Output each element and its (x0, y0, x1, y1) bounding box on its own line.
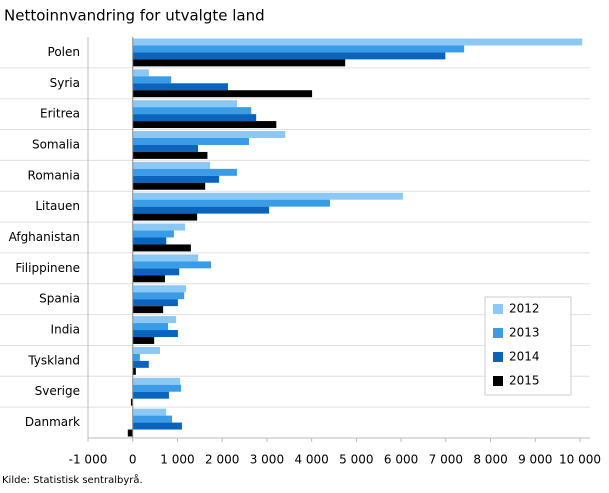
x-tick-label: -1 000 (69, 453, 108, 467)
bar (132, 230, 174, 238)
x-tick-label: 6 000 (384, 453, 418, 467)
bar (132, 192, 403, 200)
bar (132, 168, 237, 176)
legend-swatch (493, 304, 503, 314)
bar (132, 131, 286, 138)
bar (130, 398, 133, 406)
bar (132, 237, 167, 245)
x-tick-label: 4 000 (294, 453, 328, 467)
bar (132, 76, 172, 84)
bar (132, 161, 211, 169)
bar (132, 353, 140, 361)
x-tick-label: 10 000 (559, 453, 601, 467)
bar (132, 415, 173, 423)
source: Kilde: Statistisk sentralbyrå. (2, 473, 143, 486)
bar (132, 323, 169, 331)
bar (132, 151, 208, 159)
bar (132, 182, 206, 190)
legend-label: 2012 (509, 302, 540, 316)
bar (132, 121, 277, 129)
bar (132, 306, 164, 314)
y-tick-label: Afghanistan (9, 230, 80, 244)
bar (132, 384, 182, 392)
legend-swatch (493, 352, 503, 362)
bar (132, 422, 182, 430)
bar (132, 268, 180, 276)
bar (132, 223, 186, 231)
bar (132, 199, 330, 207)
bar (132, 330, 178, 337)
bar (132, 299, 178, 307)
bar (132, 377, 181, 385)
bar (132, 138, 250, 145)
bar (132, 244, 191, 252)
bar (132, 114, 257, 122)
x-tick-label: 1 000 (160, 453, 194, 467)
bar (132, 69, 149, 77)
y-tick-label: Tyskland (27, 353, 80, 367)
x-tick-label: 3 000 (250, 453, 284, 467)
bar (132, 83, 228, 91)
bar (132, 59, 346, 67)
bar (132, 316, 177, 324)
legend-swatch (493, 328, 503, 338)
bar (132, 346, 161, 354)
y-tick-label: Polen (48, 45, 80, 59)
bar (132, 367, 136, 375)
bar (132, 144, 199, 152)
legend-label: 2013 (509, 326, 540, 340)
bar (132, 206, 270, 214)
y-tick-label: Filippinene (15, 261, 80, 275)
x-tick-label: 8 000 (473, 453, 507, 467)
bar (132, 360, 149, 368)
bar (132, 261, 211, 269)
y-tick-label: Eritrea (40, 107, 80, 121)
x-tick-label: 9 000 (518, 453, 552, 467)
x-tick-label: 0 (129, 453, 137, 467)
bar (132, 100, 237, 108)
y-tick-label: Danmark (25, 415, 80, 429)
x-tick-label: 5 000 (339, 453, 373, 467)
bar (132, 45, 465, 53)
legend-label: 2014 (509, 350, 540, 364)
y-tick-label: India (51, 323, 80, 337)
x-tick-label: 2 000 (205, 453, 239, 467)
y-tick-label: Romania (28, 168, 80, 182)
bar (132, 285, 186, 293)
bar (132, 52, 446, 60)
legend-swatch (493, 376, 503, 386)
y-tick-label: Sverige (35, 384, 80, 398)
bar (132, 408, 167, 416)
bar (132, 213, 198, 221)
bar (132, 337, 155, 344)
bar (132, 38, 583, 46)
y-tick-label: Litauen (35, 199, 80, 213)
y-tick-label: Spania (39, 292, 80, 306)
bar (132, 175, 220, 183)
bar (132, 292, 185, 300)
x-tick-label: 7 000 (429, 453, 463, 467)
bar (127, 429, 133, 437)
bar (132, 107, 252, 115)
bar (132, 275, 165, 283)
bar (132, 391, 169, 399)
bar (132, 90, 313, 98)
chart-title: Nettoinnvandring for utvalgte land (4, 7, 265, 25)
legend-label: 2015 (509, 374, 540, 388)
bar (132, 254, 199, 262)
y-tick-label: Somalia (32, 137, 80, 151)
y-tick-label: Syria (50, 76, 80, 90)
